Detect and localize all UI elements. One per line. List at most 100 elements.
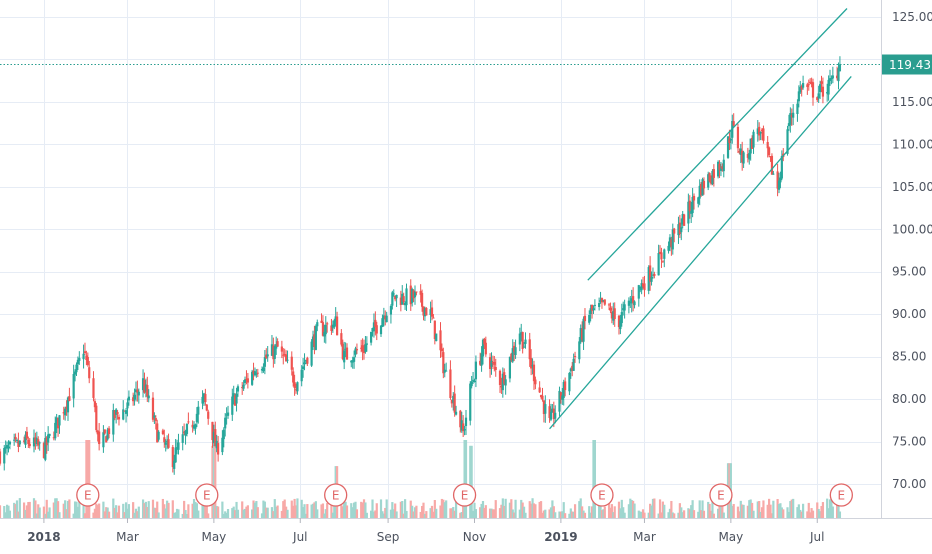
candle [609, 307, 612, 311]
volume-bar [707, 501, 710, 518]
candle [742, 152, 745, 164]
candle [415, 291, 418, 293]
volume-bar [459, 512, 462, 518]
candle [13, 439, 16, 441]
candle [45, 437, 48, 446]
volume-bar [484, 505, 487, 518]
volume-bar [581, 506, 584, 518]
volume-bar [452, 507, 455, 518]
earnings-marker[interactable]: E [195, 483, 219, 507]
candle [270, 344, 274, 356]
candle [164, 442, 167, 445]
volume-bar [117, 505, 121, 518]
volume-bar [0, 505, 2, 518]
earnings-marker[interactable]: E [452, 483, 477, 507]
volume-bar [554, 512, 557, 518]
candle [736, 126, 740, 149]
volume-bar [355, 509, 359, 518]
candle [195, 413, 198, 423]
candle [245, 378, 248, 380]
candle [449, 369, 452, 398]
candle [498, 370, 502, 385]
candle [296, 382, 299, 392]
candle [564, 381, 567, 391]
candle [680, 227, 683, 233]
volume-bar [562, 502, 565, 518]
earnings-marker[interactable]: E [590, 483, 614, 507]
volume-bar [602, 509, 605, 518]
candle [344, 348, 347, 350]
volume-bar [541, 512, 544, 518]
volume-bar [24, 509, 27, 518]
candle [801, 83, 805, 88]
price-tick-label: 85.00 [892, 350, 926, 364]
volume-bar [192, 499, 196, 518]
volume-bar [311, 503, 315, 518]
candle [663, 249, 666, 259]
volume-bar [354, 501, 357, 518]
candle [738, 151, 741, 153]
candle [374, 319, 377, 327]
time-axis[interactable]: 2018 Mar May Jul Sep Nov 2019 Mar May Jul [27, 518, 825, 544]
volume-bar [420, 506, 424, 518]
volume-bar [207, 513, 210, 518]
candle [678, 222, 681, 235]
candle [838, 64, 842, 72]
volume-bar [157, 512, 160, 518]
volume-bar [530, 503, 533, 518]
volume-bar [811, 510, 815, 518]
earnings-marker[interactable]: E [324, 483, 348, 507]
candle [711, 170, 714, 185]
candle [643, 283, 646, 291]
candle [769, 156, 772, 158]
candle [224, 417, 227, 429]
channel-line-lower[interactable] [549, 76, 852, 430]
candle [623, 304, 626, 311]
volume-bar [589, 512, 592, 518]
volume-bar [326, 503, 329, 518]
volume-bar [212, 445, 215, 518]
volume-bar [78, 498, 81, 518]
candle [548, 406, 551, 419]
volume-bar [72, 513, 75, 518]
volume-bar [221, 501, 224, 518]
candle [163, 437, 166, 443]
earnings-marker[interactable]: E [709, 483, 733, 507]
candle [572, 358, 575, 371]
earnings-marker[interactable]: E [76, 483, 100, 507]
candle [330, 325, 333, 332]
candle [365, 343, 368, 345]
volume-bar [691, 500, 694, 518]
volume-bar [613, 506, 616, 518]
volume-bar [748, 500, 751, 518]
candle [419, 291, 422, 295]
candle [632, 296, 635, 304]
volume-bar [181, 513, 184, 518]
candle [246, 378, 249, 383]
candle [484, 342, 487, 355]
volume-bar [668, 508, 672, 518]
volume-bar [226, 509, 230, 518]
candle [552, 408, 555, 419]
volume-bar [670, 500, 673, 518]
candle [82, 353, 85, 360]
volume-bar [105, 507, 108, 518]
grid-lines [0, 0, 881, 518]
channel-line-upper[interactable] [587, 8, 848, 281]
candle [524, 339, 527, 344]
candle [306, 357, 309, 364]
candle [627, 300, 630, 306]
earnings-marker[interactable]: E [829, 483, 853, 507]
price-axis[interactable]: 125.00120.00115.00110.00105.00100.0095.0… [892, 10, 932, 491]
candle [443, 369, 446, 373]
volume-bar [146, 506, 149, 518]
volume-bar [154, 507, 157, 518]
candle [314, 326, 317, 350]
volume-bar [362, 499, 366, 518]
candle [442, 352, 445, 374]
candle [8, 441, 12, 445]
volume-bar [136, 511, 139, 518]
trend-channel[interactable] [549, 8, 852, 430]
